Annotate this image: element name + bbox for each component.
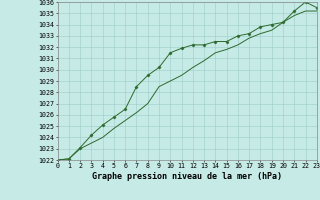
X-axis label: Graphe pression niveau de la mer (hPa): Graphe pression niveau de la mer (hPa): [92, 172, 282, 181]
